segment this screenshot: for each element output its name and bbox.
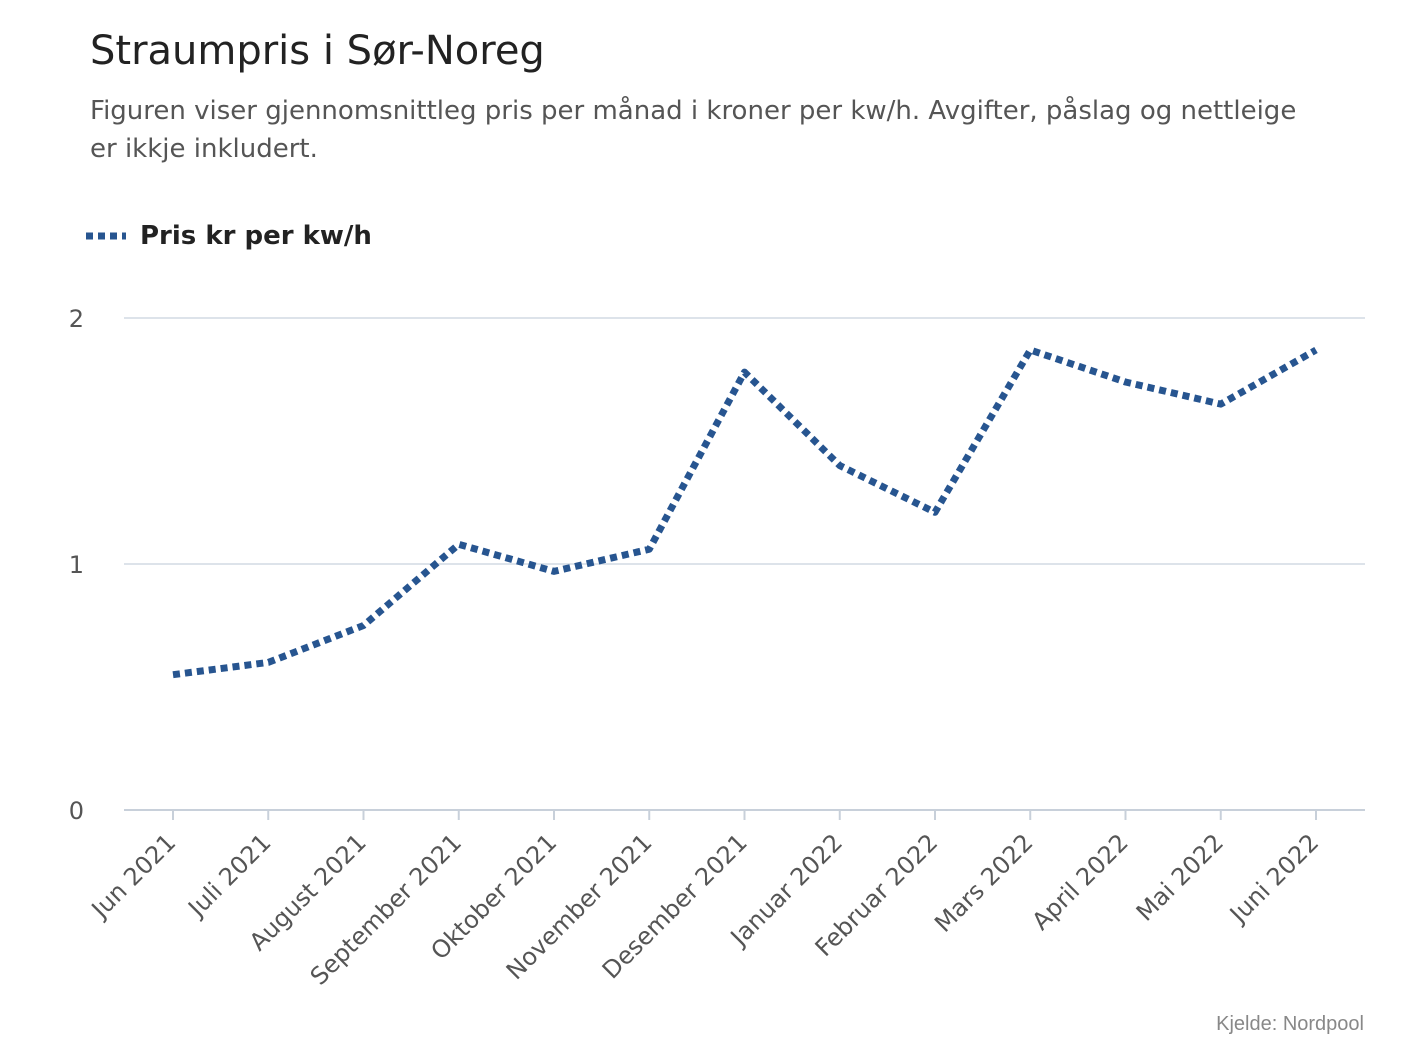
data-point[interactable] (1021, 341, 1039, 359)
data-point[interactable] (450, 535, 468, 553)
legend-swatch (86, 232, 126, 240)
x-tick-label: Mars 2022 (929, 828, 1038, 937)
y-tick-label: 2 (69, 305, 84, 333)
x-tick-label: Juli 2021 (181, 828, 276, 923)
data-point[interactable] (831, 457, 849, 475)
series-line (172, 346, 1318, 679)
data-point[interactable] (1212, 395, 1230, 413)
series-layer (164, 341, 1325, 684)
x-tick-label: Mai 2022 (1131, 828, 1229, 926)
x-tick-label: April 2022 (1027, 828, 1134, 935)
data-point[interactable] (640, 540, 658, 558)
data-point[interactable] (545, 562, 563, 580)
data-point[interactable] (259, 653, 277, 671)
y-tick-label: 0 (69, 797, 84, 825)
x-tick-label: Jun 2021 (85, 828, 181, 924)
y-axis: 0 1 2 (69, 305, 84, 825)
legend-label: Pris kr per kw/h (140, 221, 372, 251)
data-point[interactable] (736, 363, 754, 381)
data-point[interactable] (926, 503, 944, 521)
y-tick-label: 1 (69, 551, 84, 579)
chart-title: Straumpris i Sør-Noreg (90, 28, 545, 74)
chart-subtitle: Figuren viser gjennomsnittleg pris per m… (90, 96, 1297, 164)
data-point[interactable] (164, 666, 182, 684)
grid-layer (124, 317, 1365, 811)
data-point[interactable] (1117, 373, 1135, 391)
data-point[interactable] (355, 617, 373, 635)
source-note: Kjelde: Nordpool (1216, 1013, 1364, 1035)
data-point[interactable] (1307, 341, 1325, 359)
x-tick-label: Juni 2022 (1223, 828, 1324, 929)
legend[interactable]: Pris kr per kw/h (86, 214, 372, 258)
